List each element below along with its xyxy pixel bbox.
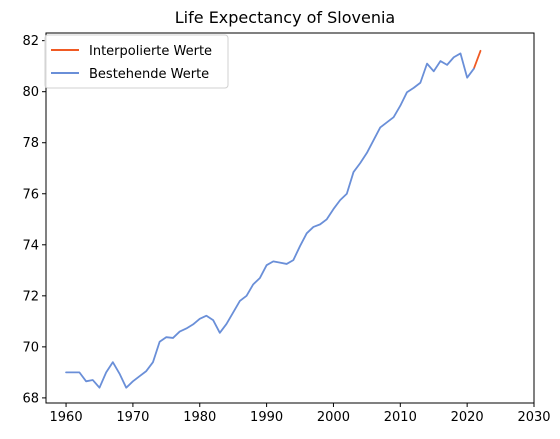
legend-label-existing: Bestehende Werte — [89, 67, 209, 82]
chart-title: Life Expectancy of Slovenia — [175, 8, 395, 27]
y-tick-label: 70 — [22, 340, 39, 355]
x-tick-label: 1980 — [183, 410, 216, 425]
y-tick-label: 78 — [22, 136, 39, 151]
legend: Interpolierte Werte Bestehende Werte — [45, 35, 228, 88]
axes: 1960 1970 1980 1990 2000 2010 2020 2030 68 70 72 74… — [22, 33, 550, 425]
y-tick-label: 82 — [22, 34, 39, 49]
series-line-0 — [474, 51, 481, 69]
y-tick-label: 74 — [22, 238, 39, 253]
x-tick-label: 1990 — [250, 410, 283, 425]
x-tick-label: 2030 — [517, 410, 550, 425]
plot-area — [66, 51, 480, 388]
y-tick-label: 80 — [22, 85, 39, 100]
y-tick-label: 72 — [22, 289, 39, 304]
x-tick-label: 2020 — [451, 410, 484, 425]
y-tick-label: 68 — [22, 391, 39, 406]
x-tick-label: 2010 — [384, 410, 417, 425]
series-line-1 — [66, 53, 474, 387]
y-tick-label: 76 — [22, 187, 39, 202]
x-tick-label: 2000 — [317, 410, 350, 425]
x-tick-label: 1960 — [50, 410, 83, 425]
x-tick-label: 1970 — [116, 410, 149, 425]
legend-label-interpolated: Interpolierte Werte — [89, 44, 212, 59]
